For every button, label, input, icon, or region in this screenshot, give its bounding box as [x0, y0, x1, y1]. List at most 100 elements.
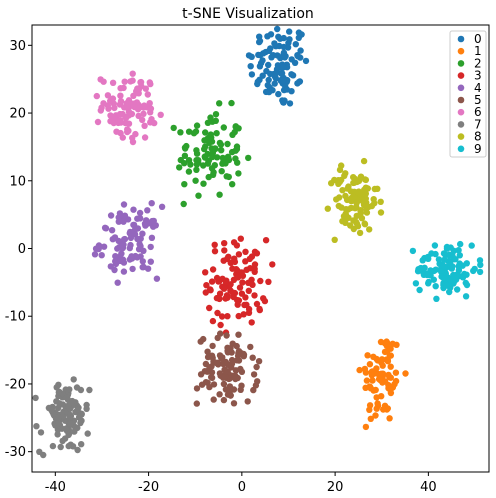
- point-1: [387, 374, 394, 381]
- point-1: [368, 372, 376, 379]
- point-2: [220, 124, 227, 131]
- y-tick-label: 20: [9, 107, 26, 122]
- point-8: [371, 185, 378, 193]
- point-8: [361, 220, 368, 227]
- point-1: [384, 358, 392, 365]
- point-4: [111, 266, 118, 274]
- point-0: [286, 28, 293, 35]
- legend-label-5: 5: [474, 93, 482, 107]
- point-4: [148, 234, 156, 241]
- point-1: [369, 377, 376, 384]
- point-7: [73, 384, 81, 391]
- point-5: [210, 396, 217, 403]
- point-0: [247, 62, 254, 70]
- point-7: [65, 402, 72, 409]
- point-7: [57, 443, 64, 451]
- point-0: [274, 52, 281, 59]
- point-0: [280, 77, 287, 84]
- y-tick-label: -20: [5, 377, 26, 392]
- chart-title: t-SNE Visualization: [182, 6, 314, 22]
- point-4: [134, 225, 142, 232]
- point-6: [93, 92, 101, 100]
- series-8: [324, 157, 385, 243]
- point-5: [227, 392, 234, 399]
- point-4: [152, 222, 159, 229]
- point-5: [250, 371, 258, 378]
- point-5: [232, 375, 239, 383]
- point-8: [350, 174, 357, 181]
- point-6: [131, 103, 138, 111]
- point-4: [130, 206, 137, 213]
- point-2: [202, 129, 209, 136]
- point-6: [129, 70, 136, 77]
- point-4: [127, 254, 135, 261]
- point-6: [151, 119, 158, 127]
- point-6: [121, 78, 128, 85]
- point-6: [132, 130, 139, 138]
- point-0: [280, 43, 287, 51]
- point-9: [441, 275, 448, 282]
- point-2: [181, 181, 188, 188]
- point-7: [76, 413, 83, 420]
- y-axis-ticks: -30 -20 -10 0 10 20 30: [5, 39, 32, 460]
- point-4: [137, 243, 144, 250]
- point-0: [280, 49, 288, 56]
- legend-marker-4: [457, 84, 465, 92]
- y-tick-label: 0: [18, 242, 26, 257]
- point-0: [259, 57, 266, 64]
- point-2: [232, 155, 239, 162]
- point-7: [55, 389, 62, 396]
- point-8: [362, 176, 370, 184]
- point-4: [144, 265, 152, 272]
- point-0: [280, 99, 287, 106]
- point-3: [229, 289, 237, 296]
- point-4: [118, 242, 125, 250]
- point-9: [432, 250, 439, 258]
- point-4: [112, 253, 119, 260]
- point-9: [416, 286, 423, 294]
- point-7: [74, 424, 81, 432]
- point-0: [267, 70, 274, 78]
- point-0: [245, 52, 253, 59]
- point-9: [462, 279, 469, 287]
- point-1: [392, 377, 400, 385]
- point-9: [450, 271, 457, 279]
- point-4: [139, 264, 146, 271]
- legend-label-3: 3: [474, 69, 482, 83]
- point-0: [271, 80, 278, 87]
- point-8: [371, 200, 378, 207]
- point-4: [148, 200, 155, 207]
- point-8: [335, 180, 342, 187]
- point-1: [370, 353, 377, 360]
- point-5: [237, 386, 244, 393]
- point-9: [424, 253, 432, 261]
- point-2: [190, 130, 198, 137]
- point-4: [127, 241, 134, 249]
- point-8: [357, 208, 364, 215]
- point-3: [239, 279, 246, 286]
- point-3: [211, 241, 218, 248]
- point-3: [265, 278, 272, 285]
- point-2: [228, 99, 235, 107]
- point-9: [443, 282, 450, 289]
- point-0: [276, 35, 284, 42]
- point-0: [271, 70, 279, 78]
- point-8: [339, 187, 346, 194]
- point-7: [66, 386, 73, 393]
- point-7: [63, 394, 70, 401]
- point-8: [344, 185, 351, 192]
- point-4: [100, 243, 108, 250]
- legend-marker-2: [457, 60, 465, 67]
- point-0: [280, 64, 287, 71]
- series-2: [170, 99, 252, 208]
- point-4: [121, 212, 129, 219]
- point-6: [140, 110, 147, 118]
- point-5: [220, 380, 228, 388]
- point-2: [200, 162, 207, 169]
- legend-marker-7: [457, 121, 465, 128]
- point-5: [240, 351, 248, 358]
- legend-marker-1: [457, 47, 465, 55]
- point-3: [245, 287, 252, 294]
- point-5: [193, 400, 200, 407]
- point-5: [253, 363, 260, 371]
